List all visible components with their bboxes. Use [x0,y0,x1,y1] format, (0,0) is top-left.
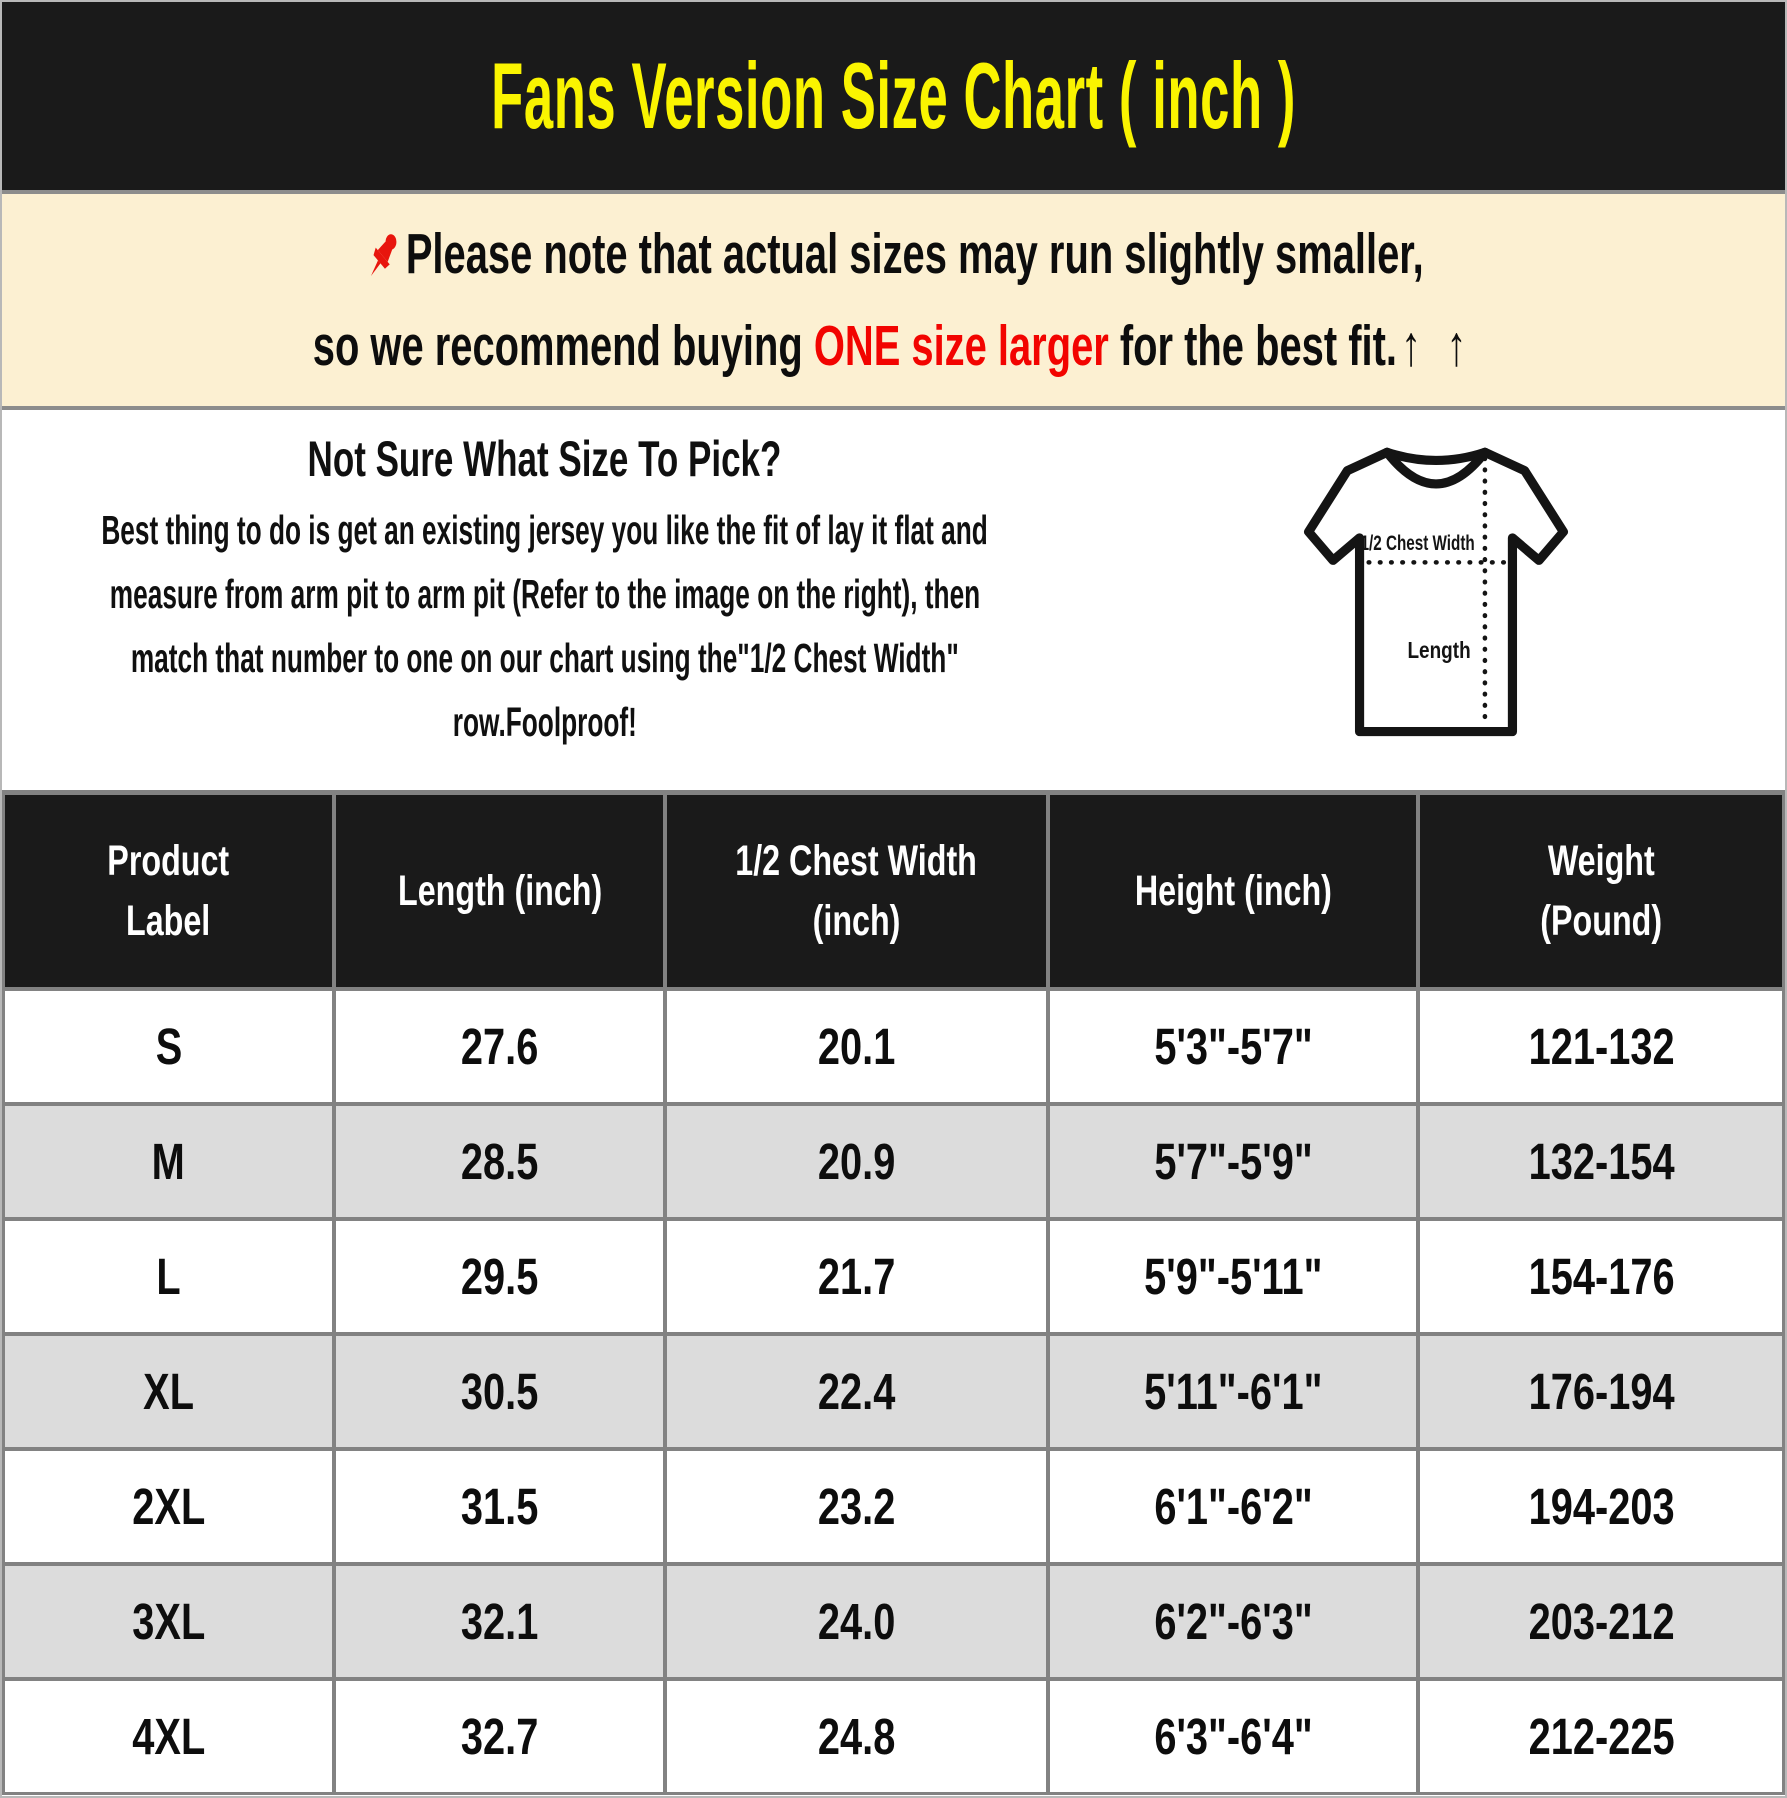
size-label-cell: 2XL [5,1451,333,1562]
table-cell: 30.5 [336,1336,664,1447]
sizing-help-heading: Not Sure What Size To Pick? [307,431,782,487]
size-label-cell: 4XL [5,1681,333,1792]
table-cell: 5'11"-6'1" [1049,1336,1417,1447]
size-label-cell: L [5,1221,333,1332]
sizing-help-paragraph-line: match that number to one on our chart us… [130,634,959,681]
chest-width-label: 1/2 Chest Width [1361,531,1475,555]
notice-text-1: Please note that actual sizes may run sl… [406,222,1425,286]
sizing-help-paragraph-line: Best thing to do is get an existing jers… [101,506,988,553]
size-label-cell: M [5,1106,333,1217]
table-cell: 194-203 [1420,1451,1782,1562]
size-label-cell: 3XL [5,1566,333,1677]
table-cell: 20.1 [667,991,1046,1102]
table-cell: 154-176 [1420,1221,1782,1332]
table-cell: 23.2 [667,1451,1046,1562]
column-header-chest-width: 1/2 Chest Width (inch) [667,795,1046,987]
table-cell: 21.7 [667,1221,1046,1332]
tshirt-measurement-diagram: 1/2 Chest Width Length [1304,447,1568,737]
table-cell: 5'3"-5'7" [1049,991,1417,1102]
sizing-help-section: Not Sure What Size To Pick? Best thing t… [2,410,1785,790]
table-cell: 32.7 [336,1681,664,1792]
table-cell: 24.0 [667,1566,1046,1677]
table-cell: 27.6 [336,991,664,1102]
table-cell: 5'7"-5'9" [1049,1106,1417,1217]
table-cell: 31.5 [336,1451,664,1562]
sizing-help-text: Not Sure What Size To Pick? Best thing t… [2,410,1087,754]
tshirt-diagram-wrap: 1/2 Chest Width Length [1087,410,1785,754]
tshirt-collar-scoop [1382,447,1490,489]
column-header-product-label: Product Label [5,795,333,987]
table-cell: 28.5 [336,1106,664,1217]
pushpin-icon [371,234,397,276]
sizing-help-paragraph-line: row.Foolproof! [452,698,637,745]
table-cell: 6'2"-6'3" [1049,1566,1417,1677]
table-cell: 20.9 [667,1106,1046,1217]
notice-text-2-suffix: for the best fit. [1109,314,1398,378]
table-cell: 32.1 [336,1566,664,1677]
notice-line-1: Please note that actual sizes may run sl… [2,221,1785,287]
page-title: Fans Version Size Chart ( inch ) [491,43,1296,148]
column-header-length: Length (inch) [336,795,664,987]
table-cell: 22.4 [667,1336,1046,1447]
table-cell: 121-132 [1420,991,1782,1102]
table-cell: 203-212 [1420,1566,1782,1677]
notice-banner: Please note that actual sizes may run sl… [2,194,1785,410]
sizing-help-paragraph-line: measure from arm pit to arm pit (Refer t… [109,570,980,617]
notice-text-2-prefix: so we recommend buying [313,314,815,378]
length-label: Length [1407,637,1470,663]
chart-header: Fans Version Size Chart ( inch ) [2,2,1785,194]
table-cell: 5'9"-5'11" [1049,1221,1417,1332]
table-cell: 24.8 [667,1681,1046,1792]
table-cell: 6'1"-6'2" [1049,1451,1417,1562]
tshirt-outline [1304,447,1568,737]
table-cell: 212-225 [1420,1681,1782,1792]
table-cell: 132-154 [1420,1106,1782,1217]
one-size-larger-highlight: ONE size larger [814,314,1110,378]
size-label-cell: S [5,991,333,1102]
size-table: Product Label Length (inch) 1/2 Chest Wid… [2,790,1785,1795]
table-cell: 29.5 [336,1221,664,1332]
column-header-weight: Weight (Pound) [1420,795,1782,987]
column-header-height: Height (inch) [1049,795,1417,987]
notice-line-2: so we recommend buying ONE size larger f… [2,313,1785,379]
table-cell: 6'3"-6'4" [1049,1681,1417,1792]
size-label-cell: XL [5,1336,333,1447]
table-cell: 176-194 [1420,1336,1782,1447]
tshirt-collar-outer [1382,447,1490,465]
up-arrows-icon: ↑ ↑ [1401,314,1474,378]
